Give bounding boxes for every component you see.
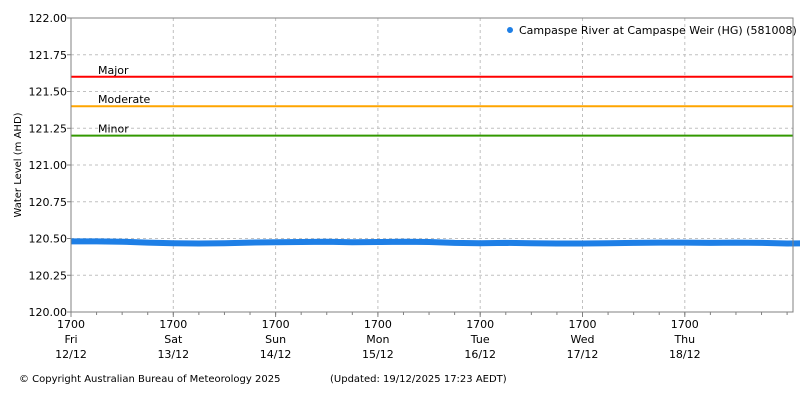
x-tick-date: 15/12 <box>362 348 394 361</box>
y-tick-label: 121.75 <box>29 49 68 62</box>
y-axis-label: Water Level (m AHD) <box>13 112 24 217</box>
x-tick-time: 1700 <box>57 318 85 331</box>
x-tick-time: 1700 <box>159 318 187 331</box>
x-tick-date: 18/12 <box>669 348 701 361</box>
y-tick-label: 121.25 <box>29 122 68 135</box>
copyright-text: © Copyright Australian Bureau of Meteoro… <box>19 374 281 385</box>
x-tick-day: Thu <box>673 333 695 346</box>
x-tick-time: 1700 <box>262 318 290 331</box>
x-tick-time: 1700 <box>569 318 597 331</box>
threshold-label-major: Major <box>98 64 129 77</box>
x-tick-date: 16/12 <box>464 348 496 361</box>
y-tick-label: 120.50 <box>29 233 68 246</box>
x-tick-day: Fri <box>64 333 77 346</box>
x-tick-date: 12/12 <box>55 348 87 361</box>
y-tick-label: 121.50 <box>29 86 68 99</box>
threshold-label-minor: Minor <box>98 123 129 136</box>
x-tick-time: 1700 <box>671 318 699 331</box>
x-tick-day: Wed <box>571 333 595 346</box>
x-tick-day: Sat <box>164 333 183 346</box>
x-tick-date: 17/12 <box>567 348 599 361</box>
legend-label: Campaspe River at Campaspe Weir (HG) (58… <box>519 24 797 37</box>
x-tick-date: 14/12 <box>260 348 292 361</box>
x-tick-time: 1700 <box>364 318 392 331</box>
x-tick-date: 13/12 <box>157 348 189 361</box>
y-tick-label: 121.00 <box>29 159 68 172</box>
x-tick-day: Sun <box>265 333 286 346</box>
x-tick-day: Tue <box>470 333 490 346</box>
legend-marker <box>507 27 513 33</box>
updated-text: (Updated: 19/12/2025 17:23 AEDT) <box>330 374 507 385</box>
plot-frame <box>70 17 794 313</box>
x-tick-day: Mon <box>366 333 389 346</box>
y-tick-label: 122.00 <box>29 12 68 25</box>
threshold-label-moderate: Moderate <box>98 93 151 106</box>
y-tick-label: 120.25 <box>29 269 68 282</box>
y-tick-label: 120.00 <box>29 306 68 319</box>
series-line <box>71 238 800 247</box>
y-tick-label: 120.75 <box>29 196 68 209</box>
x-tick-time: 1700 <box>466 318 494 331</box>
water-level-chart: 120.00 120.25 120.50 120.75 121.00 121.25 121.… <box>13 12 800 361</box>
